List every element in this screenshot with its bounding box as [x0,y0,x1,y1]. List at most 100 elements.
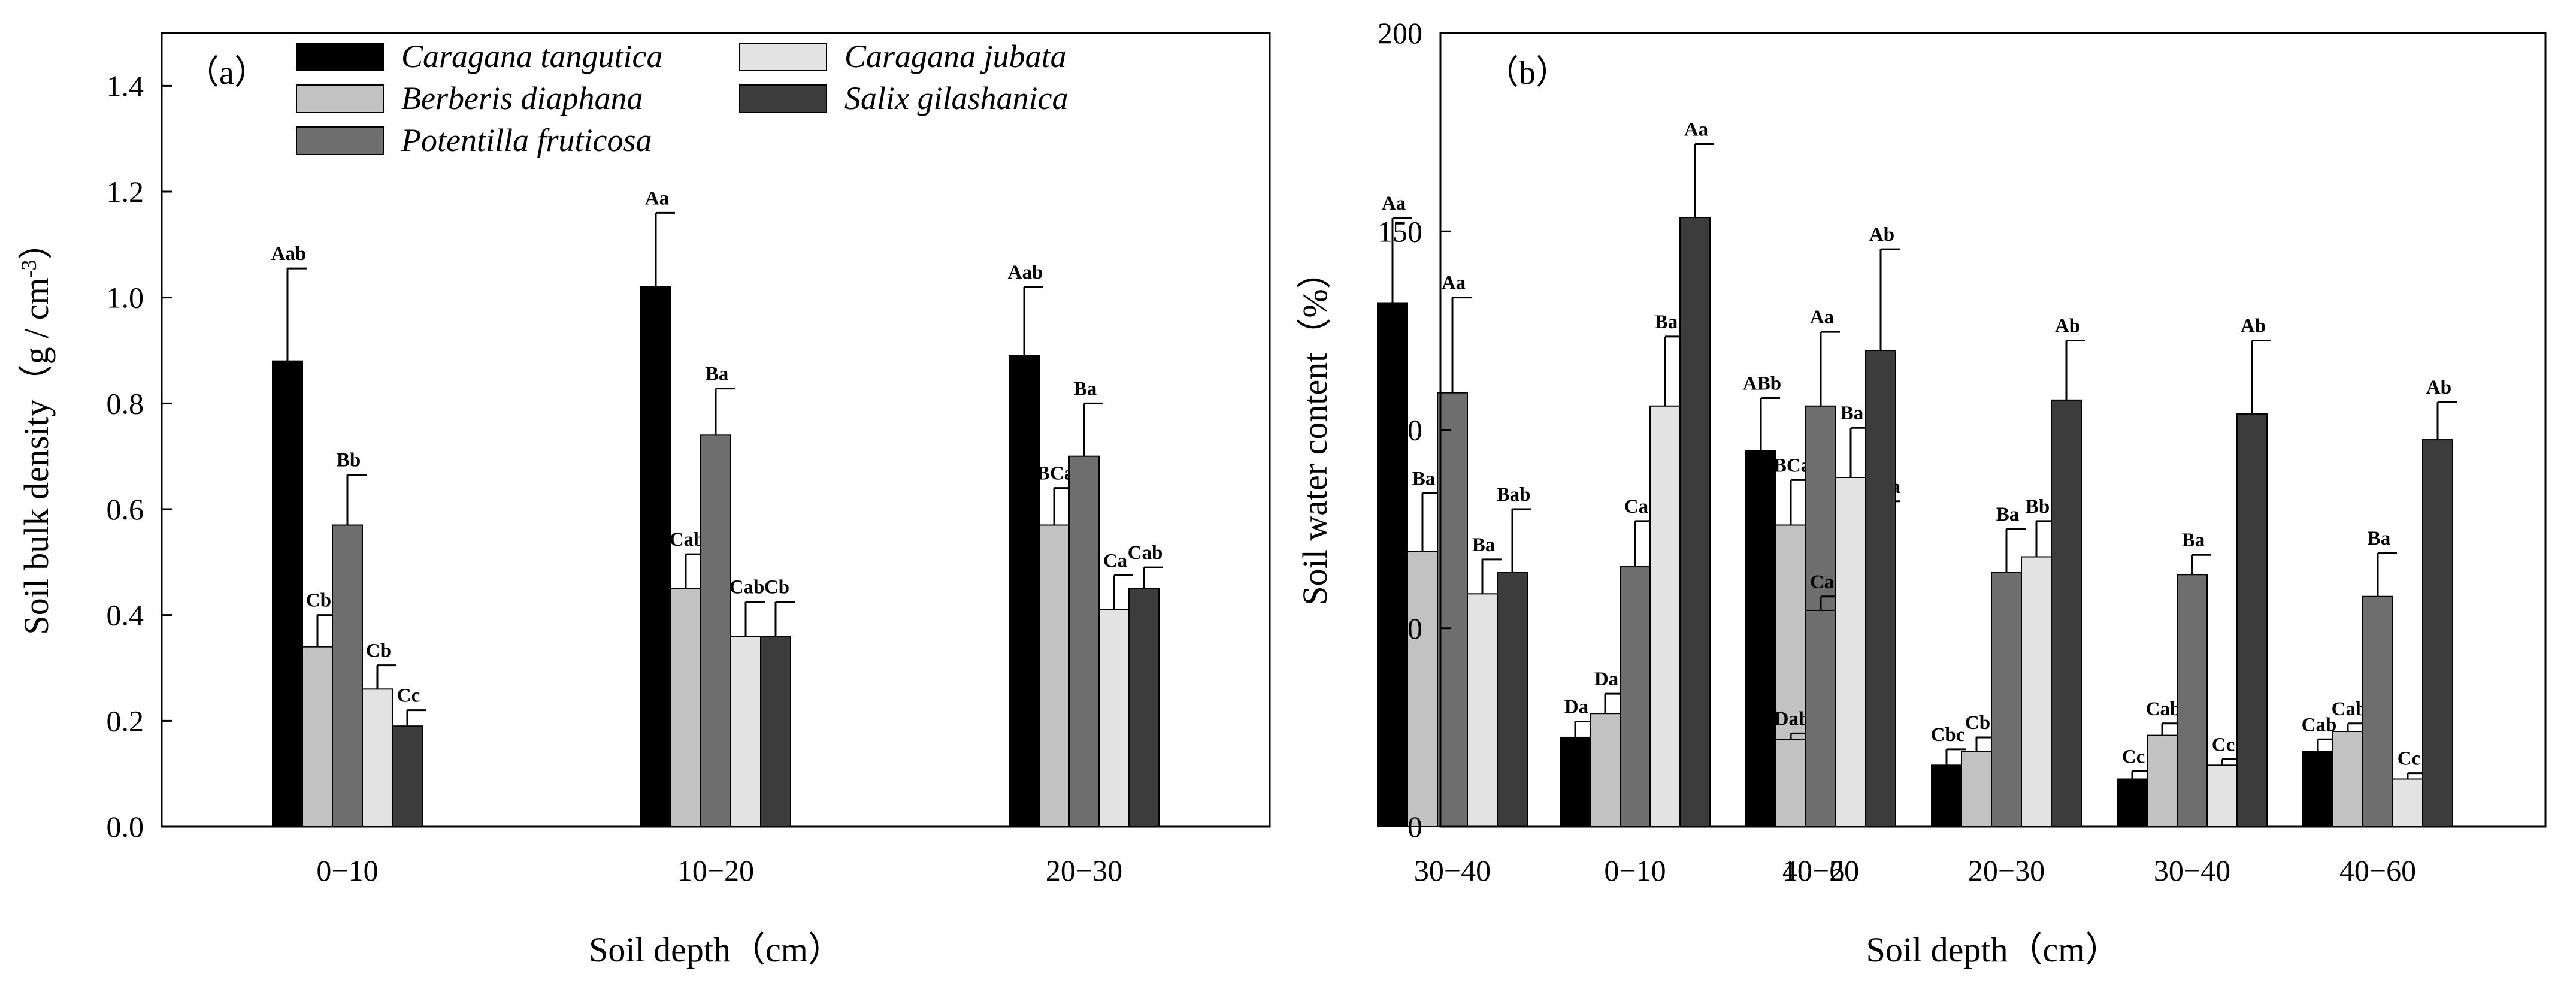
y-tick-label: 0 [1407,810,1422,843]
x-tick-label: 10−20 [1782,854,1859,887]
legend-swatch [296,43,384,71]
significance-letter: Ba [1996,504,2020,525]
significance-letter: Ab [1869,224,1894,246]
significance-letter: BCa [1773,455,1811,476]
bar [760,636,791,827]
bar [1039,524,1070,827]
legend: Caragana tangutica Caragana jubata Berberi… [296,38,1068,158]
legend-label: Potentilla fruticosa [401,122,652,158]
bar [332,524,363,827]
legend-label: Caragana jubata [844,38,1067,74]
significance-letter: Cb [1965,712,1990,734]
significance-letter: Aa [1382,193,1406,214]
bar [1679,217,1711,827]
significance-letter: Aab [1008,262,1043,283]
panel-label: （a） [186,55,268,92]
significance-letter: ABb [1743,373,1781,395]
bar [272,360,303,827]
significance-letter: Aa [645,187,669,209]
bar [2177,574,2208,827]
bar [302,646,333,827]
y-tick-label: 0.8 [107,386,144,420]
significance-letter: Ab [2055,315,2080,337]
significance-letter: Cc [2398,748,2420,770]
bar [2051,399,2082,827]
bar [700,434,731,827]
legend-swatch [296,126,384,155]
y-tick-label: 200 [1378,16,1422,50]
significance-letter: Da [1564,696,1588,718]
significance-letter: BCa [1037,463,1074,485]
y-axis-title-superscript: -3 [17,259,41,277]
legend-label: Caragana tangutica [401,38,663,74]
bar [2422,439,2453,827]
bar [1931,764,1962,827]
bar [2302,751,2333,827]
significance-letter: Cab [729,577,765,598]
significance-letter: Ba [706,364,729,385]
bar [392,725,423,827]
bar [1497,572,1528,827]
x-tick-label: 30−40 [2154,854,2230,887]
bar [1560,736,1591,827]
significance-letter: Aa [1810,307,1834,328]
bar [2236,413,2268,827]
x-tick-label: 0−10 [316,854,378,887]
significance-letter: Dab [1775,708,1810,730]
y-tick-label: 1.0 [107,281,144,314]
significance-letter: Da [1594,669,1618,690]
legend-item: Potentilla fruticosa [296,122,652,158]
legend-swatch [739,43,827,71]
bar [1865,350,1896,827]
legend-swatch [296,84,384,113]
x-tick-label: 30−40 [1414,854,1491,887]
panel-label: （b） [1485,55,1569,92]
bar [2392,778,2423,827]
significance-letter: Ba [1074,378,1097,400]
bar [1407,551,1438,828]
bar [1745,766,1776,827]
panel-a-bulk-density-chart: 0.0 0.2 0.4 0.6 0.8 1.0 1.2 1.4 Aab Cb Bb Cb Cc 0−10 A… [17,32,1900,969]
bar [1620,566,1651,827]
significance-letter: Dbc [1745,732,1779,754]
legend-swatch [739,84,827,113]
significance-letter: Cab [2332,698,2367,720]
y-tick-label: 1.2 [107,175,144,208]
significance-letter: Cb [306,590,331,612]
bar [1649,405,1681,827]
significance-letter: Ba [1655,311,1678,333]
legend-item: Berberis diaphana [296,80,643,116]
x-tick-label: 20−30 [1046,854,1122,887]
significance-letter: Cab [1128,542,1163,564]
significance-letter: Cab [670,529,705,551]
significance-letter: Aa [1442,273,1466,294]
y-tick-label: 0.6 [107,492,144,526]
bar [2332,731,2363,827]
bar [1590,713,1621,827]
x-tick-label: 0−10 [1604,854,1666,887]
y-tick-label: 0.0 [107,810,144,843]
x-tick-label: 40−60 [2339,854,2416,887]
significance-letter: Ca [1103,550,1127,571]
significance-letter: Ca [1624,496,1648,518]
y-axis-title-text: Soil bulk density（g / cm [17,277,56,634]
significance-letter: Cc [2212,734,2235,755]
bar [1835,477,1866,827]
bar [1961,751,1992,827]
bar [362,688,393,828]
significance-letter: Cb [764,577,789,598]
bar [2147,734,2178,827]
bar [2362,595,2393,827]
bar [1437,392,1468,827]
bar [1128,588,1160,827]
bar [640,286,671,827]
significance-letter: Cab [2146,698,2181,720]
x-tick-label: 20−30 [1968,854,2045,887]
significance-letter: Ba [1412,468,1436,490]
y-tick-label: 0.2 [107,704,144,737]
y-tick-label: 1.4 [107,69,144,102]
legend-item: Caragana tangutica [296,38,663,74]
y-tick-label: 100 [1378,413,1422,447]
bar [1377,302,1408,827]
